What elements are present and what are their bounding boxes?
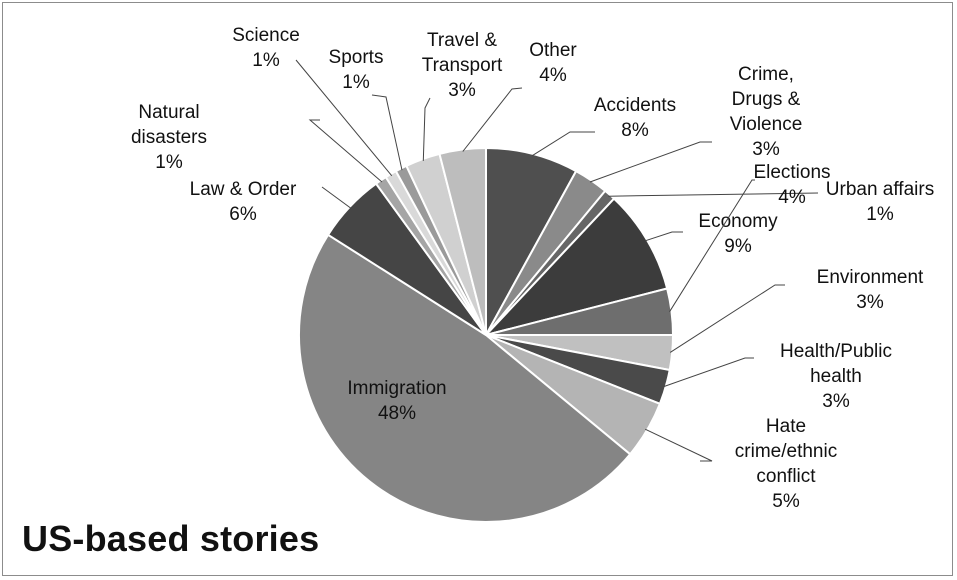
chart-title: US-based stories [22, 518, 320, 559]
slice-name-label-sports: Sports [329, 47, 384, 68]
leader-line-urban-affairs [608, 192, 819, 197]
slice-name-label-travel-and-transport: Transport [422, 55, 503, 76]
leader-line-crime-drugs-and-violence [589, 141, 712, 183]
pie-slice-accidents [485, 146, 578, 336]
slice-name-label-science: Science [232, 25, 300, 46]
slice-name-label-law-and-order: Law & Order [190, 179, 297, 200]
leader-line-environment [669, 284, 785, 353]
pie-slice-other [438, 146, 487, 336]
leader-line-science [295, 59, 393, 177]
leader-line-health-public-health [663, 357, 754, 388]
slice-value-label-sports: 1% [342, 72, 370, 93]
leader-line-law-and-order [321, 186, 352, 209]
slice-name-label-natural-disasters: disasters [131, 127, 207, 148]
leader-line-accidents [531, 131, 595, 157]
slice-name-label-economy: Economy [698, 211, 778, 232]
leader-line-economy [645, 231, 683, 242]
slice-name-label-elections: Elections [753, 162, 830, 183]
slice-value-label-urban-affairs: 1% [866, 204, 894, 225]
slice-value-label-other: 4% [539, 65, 567, 86]
slice-value-label-natural-disasters: 1% [155, 152, 183, 173]
slice-name-label-health-public-health: health [810, 366, 862, 387]
slice-value-label-law-and-order: 6% [229, 204, 257, 225]
leader-line-other [462, 87, 523, 152]
slice-name-label-health-public-health: Health/Public [780, 341, 892, 362]
slice-value-label-environment: 3% [856, 292, 884, 313]
slice-name-label-hate-crime-ethnic-conflict: conflict [756, 466, 816, 487]
slice-name-label-crime-drugs-and-violence: Crime, [738, 64, 794, 85]
slice-name-label-crime-drugs-and-violence: Drugs & [732, 89, 801, 110]
slice-name-label-urban-affairs: Urban affairs [826, 179, 934, 200]
leader-line-elections [669, 179, 755, 313]
slice-value-label-economy: 9% [724, 236, 752, 257]
slice-value-label-health-public-health: 3% [822, 391, 850, 412]
slice-name-label-immigration: Immigration [347, 378, 446, 399]
slice-value-label-travel-and-transport: 3% [448, 80, 476, 101]
slice-value-label-immigration: 48% [378, 403, 416, 424]
slice-name-label-hate-crime-ethnic-conflict: Hate [766, 416, 806, 437]
slice-value-label-hate-crime-ethnic-conflict: 5% [772, 491, 800, 512]
slice-name-label-hate-crime-ethnic-conflict: crime/ethnic [735, 441, 837, 462]
leader-line-sports [371, 94, 403, 171]
slice-value-label-accidents: 8% [621, 120, 649, 141]
slice-name-label-natural-disasters: Natural [138, 102, 199, 123]
slice-name-label-crime-drugs-and-violence: Violence [730, 114, 803, 135]
slice-name-label-travel-and-transport: Travel & [427, 30, 497, 51]
leader-line-hate-crime-ethnic-conflict [644, 428, 713, 462]
pie-slice-immigration [298, 233, 632, 523]
slice-name-label-other: Other [529, 40, 577, 61]
slice-value-label-crime-drugs-and-violence: 3% [752, 139, 780, 160]
slice-name-label-environment: Environment [817, 267, 924, 288]
slice-name-label-accidents: Accidents [594, 95, 676, 116]
slice-value-label-science: 1% [252, 50, 280, 71]
leader-line-travel-and-transport [422, 97, 431, 161]
slice-value-label-elections: 4% [778, 187, 806, 208]
leader-line-natural-disasters [308, 119, 383, 183]
